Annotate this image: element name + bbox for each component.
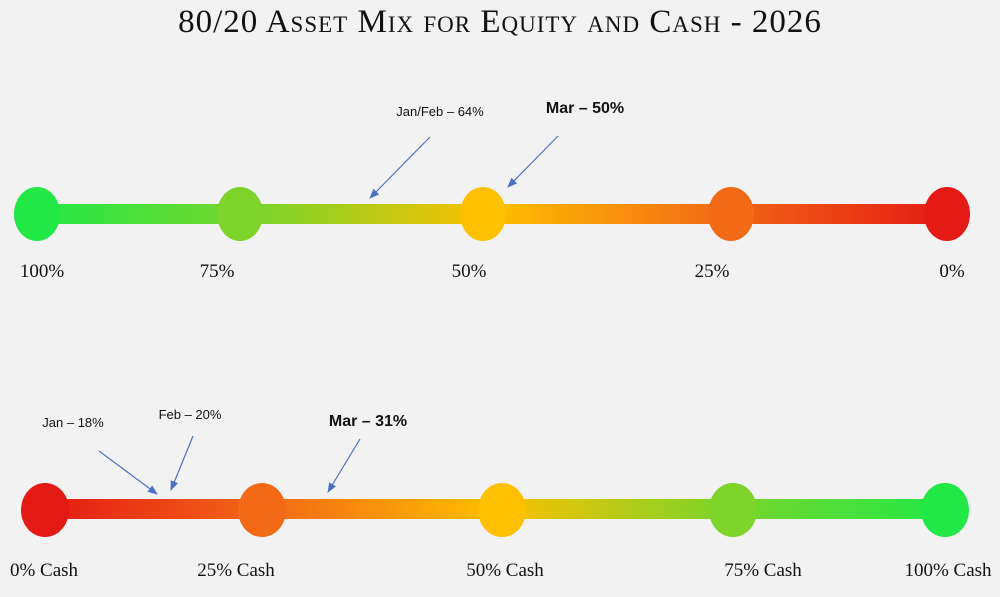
cash-tick-label: 100% Cash [904, 560, 992, 581]
cash-tick-label: 25% Cash [197, 560, 275, 581]
cash-marker-2 [478, 483, 526, 537]
equity-tick-label: 50% [452, 261, 487, 282]
equity-annotation-label: Jan/Feb – 64% [396, 104, 484, 119]
cash-marker-3 [709, 483, 757, 537]
cash-annotation-label: Feb – 20% [159, 407, 222, 422]
equity-tick-label: 100% [20, 261, 65, 282]
equity-tick-label: 25% [695, 261, 730, 282]
equity-marker-2 [460, 187, 506, 241]
equity-annotation-arrow [369, 136, 431, 199]
equity-marker-3 [708, 187, 754, 241]
equity-annotation-label: Mar – 50% [546, 100, 624, 117]
equity-tick-label: 0% [939, 261, 965, 282]
equity-tick-label: 75% [200, 261, 235, 282]
equity-marker-0 [14, 187, 60, 241]
cash-marker-1 [238, 483, 286, 537]
cash-annotation-arrow [98, 450, 158, 495]
cash-tick-label: 75% Cash [724, 560, 802, 581]
equity-marker-1 [217, 187, 263, 241]
equity-annotation-arrow [507, 135, 559, 188]
cash-annotation-arrow [327, 438, 361, 493]
equity-marker-4 [924, 187, 970, 241]
cash-tick-label: 50% Cash [466, 560, 544, 581]
cash-marker-0 [21, 483, 69, 537]
cash-annotation-label: Mar – 31% [329, 413, 407, 430]
cash-annotation-arrow [170, 435, 194, 491]
page-title: 80/20 Asset Mix for Equity and Cash - 20… [178, 4, 822, 40]
cash-tick-label: 0% Cash [10, 560, 79, 581]
cash-scale: 0% Cash 25% Cash 50% Cash 75% Cash 100% Cash… [10, 407, 992, 581]
cash-marker-4 [921, 483, 969, 537]
equity-scale: 100% 75% 50% 25% 0% Jan/Feb – 64% Mar – 50% [14, 100, 970, 282]
cash-annotation-label: Jan – 18% [42, 415, 104, 430]
